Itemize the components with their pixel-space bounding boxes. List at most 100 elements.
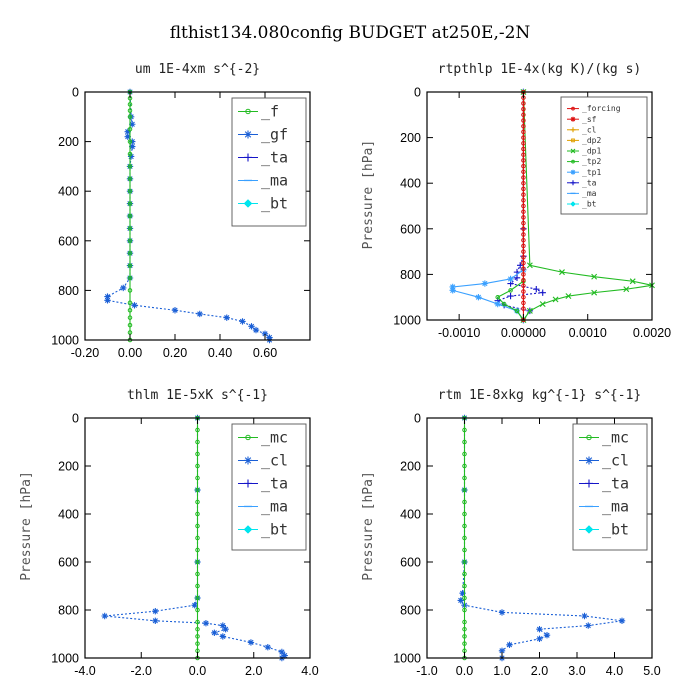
data-point-tp1 <box>507 275 514 283</box>
data-point-cl <box>536 635 543 642</box>
legend-label: _dp1 <box>582 147 601 156</box>
data-point-f <box>127 108 133 113</box>
data-point-f <box>127 322 133 328</box>
x-tick-label: -2.0 <box>130 664 152 678</box>
data-point-mc <box>462 607 467 613</box>
y-tick-label: 400 <box>58 185 79 199</box>
y-tick-label: 200 <box>400 131 421 145</box>
legend-marker <box>570 148 576 154</box>
data-point-forcing <box>521 141 526 146</box>
chart-panels: um 1E-4xm s^{-2}-0.20 0.00 0.20 0.40 0.60020… <box>19 62 671 678</box>
legend-box <box>560 96 648 215</box>
x-tick-label: 4.0 <box>301 664 318 678</box>
data-point-mc <box>462 463 467 469</box>
data-point-gf <box>252 326 260 334</box>
x-tick-label: 0.0010 <box>569 326 607 340</box>
legend-marker <box>243 525 253 534</box>
data-point-mc <box>195 547 200 553</box>
plot-frame <box>426 91 653 321</box>
data-point-cl <box>264 644 272 651</box>
data-point-gf <box>239 318 246 325</box>
data-point-gf <box>196 310 203 318</box>
y-tick-label: 400 <box>58 508 79 522</box>
panel-0: um 1E-4xm s^{-2} -0.20 0.00 0.20 0.40 0.60 0 20… <box>51 62 311 360</box>
data-point-mc <box>195 463 200 469</box>
series-line-cl <box>460 418 623 658</box>
data-point-gf <box>104 293 111 300</box>
x-tick-label: 0.00000 <box>501 326 546 340</box>
data-point-forcing <box>521 232 526 237</box>
data-point-mc <box>195 607 200 613</box>
panel-title: thlm 1E-5xK s^{-1} <box>127 388 268 403</box>
y-tick-label: 0 <box>72 86 79 100</box>
data-point-mc <box>195 626 200 632</box>
data-point-mc <box>462 583 467 589</box>
data-point-gf <box>124 128 131 135</box>
data-point-mc <box>195 571 200 577</box>
data-point-tp1 <box>449 287 456 294</box>
data-point-gf <box>129 121 136 128</box>
data-point-f <box>127 114 133 120</box>
data-point-cl <box>543 632 551 639</box>
legend: _mc _cl _ta _ma _bt <box>231 423 307 551</box>
data-point-dp1 <box>526 307 533 314</box>
data-point-cl <box>219 622 227 629</box>
data-point-forcing <box>521 112 526 118</box>
data-point-f <box>127 226 133 231</box>
data-point-cl <box>247 639 255 646</box>
data-point-mc <box>462 547 467 553</box>
data-point-mc <box>462 487 467 493</box>
data-point-forcing <box>521 146 526 152</box>
data-point-cl <box>191 602 198 609</box>
y-tick-label: 800 <box>400 604 421 618</box>
legend-marker <box>571 106 575 111</box>
data-point-mc <box>195 583 200 589</box>
data-point-f <box>127 176 133 182</box>
legend-label: _ta <box>582 178 597 187</box>
data-point-cl <box>506 641 513 648</box>
legend-label: _gf <box>261 125 288 143</box>
data-point-f <box>127 275 133 281</box>
data-point-f <box>127 139 133 144</box>
y-tick-label: 600 <box>400 222 421 236</box>
y-axis-label: Pressure [hPa] <box>361 471 376 581</box>
legend-marker <box>244 130 252 139</box>
legend-label: _bt <box>261 520 288 538</box>
y-tick-label: 400 <box>400 177 421 191</box>
legend-label: _mc <box>602 428 629 446</box>
panel-1: rtpthlp 1E-4x(kg K)/(kg s) -0.0010 0.00000… <box>361 62 671 340</box>
data-point-cl <box>222 626 229 633</box>
y-axis-label: Pressure [hPa] <box>361 140 376 250</box>
data-point-gf <box>127 113 135 120</box>
data-point-forcing <box>521 249 526 254</box>
data-point-mc <box>462 571 467 577</box>
legend-marker <box>585 479 593 488</box>
data-point-tp2 <box>495 294 500 300</box>
data-point-mc <box>195 523 200 529</box>
legend-marker <box>245 434 251 441</box>
data-point-dp1 <box>539 301 546 307</box>
data-point-mc <box>195 511 200 517</box>
data-point-forcing <box>521 266 526 271</box>
y-tick-label: 0 <box>414 86 421 100</box>
legend-marker <box>571 159 575 164</box>
data-point-tp1 <box>449 283 456 291</box>
data-point-forcing <box>521 226 526 232</box>
legend-label: _cl <box>261 451 288 469</box>
y-tick-label: 200 <box>58 460 79 474</box>
legend-label: _ma <box>602 497 629 515</box>
y-tick-label: 1000 <box>51 652 79 666</box>
data-point-forcing <box>521 175 526 180</box>
data-point-forcing <box>521 163 526 169</box>
legend-label: _tp2 <box>582 157 601 166</box>
data-point-mc <box>195 619 200 625</box>
data-point-cl <box>211 629 218 636</box>
data-point-mc <box>195 641 200 646</box>
data-point-forcing <box>521 243 526 249</box>
y-tick-label: 600 <box>58 234 79 248</box>
x-tick-label: 0.00 <box>118 346 142 360</box>
data-point-tp1 <box>494 300 501 308</box>
y-tick-label: 200 <box>58 135 79 149</box>
data-point-gf <box>124 133 131 140</box>
legend-marker <box>245 108 251 115</box>
